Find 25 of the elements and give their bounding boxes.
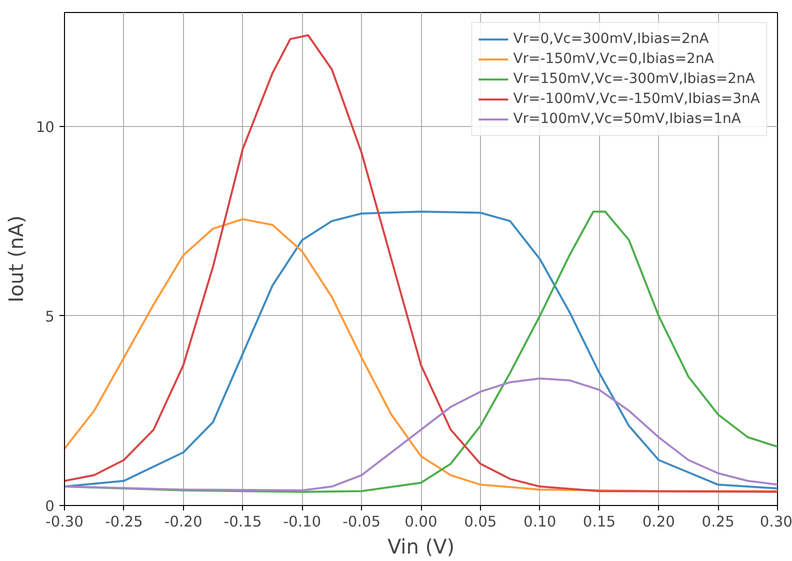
x-tick-label: 0.25 [702, 514, 734, 530]
legend-label: Vr=-150mV,Vc=0,Ibias=2nA [513, 51, 714, 67]
x-tick-label: 0.30 [760, 514, 792, 530]
line-series [64, 377, 778, 492]
x-tick-label: 0.20 [642, 514, 675, 530]
x-tick-label: -0.20 [164, 514, 202, 530]
x-tick-label: -0.10 [283, 514, 322, 530]
legend-label: Vr=150mV,Vc=-300mV,Ibias=2nA [513, 71, 755, 87]
x-tick-label: 0.15 [582, 514, 616, 530]
x-tick-label: -0.30 [46, 514, 84, 530]
line-series [64, 34, 778, 493]
legend-label: Vr=0,Vc=300mV,Ibias=2nA [513, 31, 709, 47]
x-tick-label: -0.05 [342, 514, 381, 530]
y-tick-label: 5 [45, 308, 55, 326]
y-tick-label: 10 [36, 118, 55, 136]
x-tick-label: -0.25 [104, 514, 143, 530]
legend-label: Vr=100mV,Vc=50mV,Ibias=1nA [513, 111, 741, 127]
x-tick-label: -0.15 [224, 514, 262, 530]
y-axis-title: Iout (nA) [4, 216, 28, 302]
legend-label: Vr=-100mV,Vc=-150mV,Ibias=3nA [513, 91, 760, 107]
y-tick-label: 0 [45, 498, 55, 515]
x-tick-label: 0.00 [404, 514, 438, 530]
x-axis-title: Vin (V) [387, 534, 455, 558]
x-tick-label: 0.05 [464, 514, 497, 530]
x-tick-label: 0.10 [524, 514, 556, 530]
